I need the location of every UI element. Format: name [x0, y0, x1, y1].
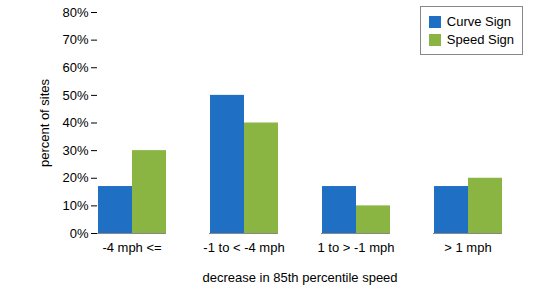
svg-text:decrease in 85th percentile sp: decrease in 85th percentile speed [202, 270, 397, 285]
html-text:Curve Sign: Curve Sign [446, 14, 512, 29]
svg-text:percent of sites: percent of sites [37, 78, 52, 167]
svg-text:20%: 20% [62, 170, 88, 185]
html-text:Speed Sign: Speed Sign [446, 32, 514, 47]
svg-text:0%: 0% [70, 226, 89, 241]
svg-text:1 to > -1 mph: 1 to > -1 mph [318, 240, 395, 255]
svg-text:50%: 50% [62, 88, 88, 103]
svg-text:-1 to < -4 mph: -1 to < -4 mph [203, 240, 284, 255]
svg-text:30%: 30% [62, 143, 88, 158]
svg-text:> 1 mph: > 1 mph [444, 240, 491, 255]
svg-text:-4 mph <=: -4 mph <= [102, 240, 161, 255]
svg-text:80%: 80% [62, 5, 88, 20]
svg-text:10%: 10% [62, 198, 88, 213]
svg-text:40%: 40% [62, 115, 88, 130]
svg-text:60%: 60% [62, 60, 88, 75]
svg-text:70%: 70% [62, 32, 88, 47]
